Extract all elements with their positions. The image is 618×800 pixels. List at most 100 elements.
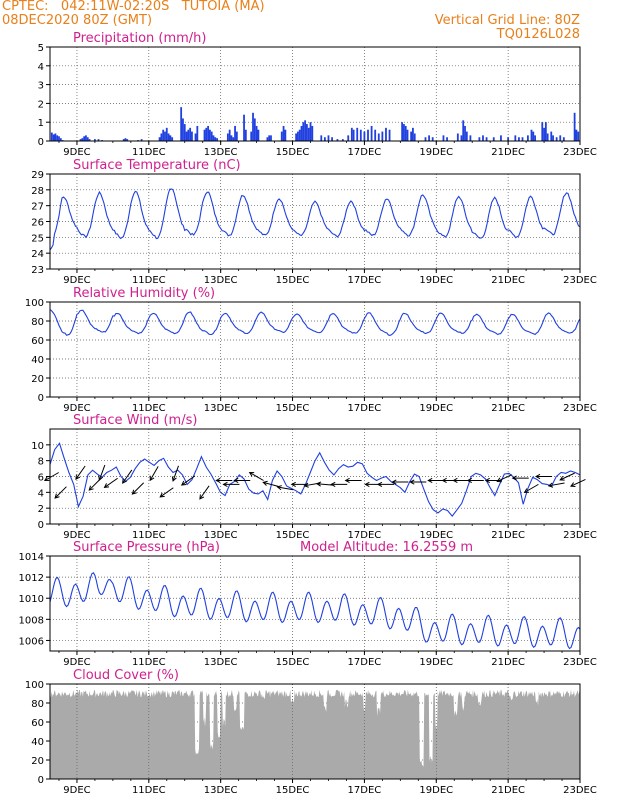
precip-bar bbox=[235, 131, 238, 141]
pres-xtick-label: 17DEC bbox=[348, 657, 382, 668]
wind-ytick-label: 0 bbox=[38, 520, 44, 531]
precip-ytick-label: 3 bbox=[38, 81, 44, 92]
run-date: 08DEC2020 80Z (GMT) bbox=[2, 13, 153, 28]
precip-bar bbox=[341, 139, 344, 141]
precip-bar bbox=[187, 129, 190, 141]
precip-bar bbox=[424, 137, 427, 141]
wind-arrow-shaft bbox=[316, 483, 333, 486]
precip-bar bbox=[180, 107, 183, 141]
precip-bar bbox=[331, 137, 333, 141]
wind-arrow-shaft bbox=[559, 472, 575, 481]
wind-arrow-head bbox=[427, 477, 433, 484]
precip-bar bbox=[356, 127, 359, 141]
pres-xtick-label: 9DEC bbox=[63, 657, 90, 668]
precip-bar bbox=[59, 138, 62, 141]
cloud-xtick-label: 17DEC bbox=[348, 785, 382, 796]
precip-bar bbox=[406, 129, 409, 141]
precip-bar bbox=[323, 137, 326, 141]
wind-arrow-head bbox=[180, 480, 187, 486]
rh-ytick-label: 20 bbox=[31, 374, 44, 385]
precip-bar bbox=[403, 124, 405, 141]
wind-arrow-head bbox=[131, 489, 137, 495]
cloud-xtick-label: 15DEC bbox=[276, 785, 310, 796]
cloud-ytick-label: 60 bbox=[31, 718, 44, 729]
temp-xtick-label: 9DEC bbox=[63, 275, 90, 286]
precip-bar bbox=[442, 135, 445, 141]
temp-xtick-label: 11DEC bbox=[132, 275, 166, 286]
precip-bar bbox=[167, 133, 170, 141]
temp-xtick-label: 21DEC bbox=[491, 275, 525, 286]
cloud-ytick-label: 20 bbox=[31, 756, 44, 767]
wind-arrow-head bbox=[315, 481, 322, 487]
wind-arrow-head bbox=[535, 473, 541, 480]
wind-arrow-head bbox=[159, 492, 165, 498]
precip-bar bbox=[363, 131, 366, 141]
precip-bar bbox=[205, 127, 208, 141]
precip-bar bbox=[446, 137, 448, 141]
precip-bar bbox=[410, 131, 413, 141]
precip-bar bbox=[546, 133, 549, 141]
precip-bar bbox=[83, 136, 86, 141]
wind-arrow-head bbox=[215, 477, 221, 484]
wind-arrow-head bbox=[364, 481, 370, 488]
precip-bar bbox=[158, 137, 161, 141]
precip-bar bbox=[297, 131, 299, 141]
precip-bar bbox=[216, 138, 218, 141]
rh-xtick-label: 23DEC bbox=[563, 403, 597, 414]
precip-ytick-label: 2 bbox=[38, 99, 44, 110]
cloud-xtick-label: 13DEC bbox=[204, 785, 238, 796]
precip-bar bbox=[521, 137, 524, 141]
wind-arrow-head bbox=[376, 481, 383, 488]
wind-arrow-head bbox=[43, 476, 50, 482]
wind-arrow-shaft bbox=[98, 464, 106, 481]
precip-bar bbox=[210, 131, 213, 141]
precip-bar bbox=[86, 137, 89, 141]
rh-xtick-label: 17DEC bbox=[348, 403, 382, 414]
wind-arrow-head bbox=[290, 481, 296, 488]
wind-arrow-head bbox=[330, 481, 336, 488]
precip-bar bbox=[485, 137, 488, 141]
wind-arrow-head bbox=[547, 482, 554, 488]
wind-arrow-head bbox=[523, 488, 530, 493]
cloud-title: Cloud Cover (%) bbox=[73, 668, 179, 683]
pres-ytick-label: 1012 bbox=[19, 573, 44, 584]
wind-arrow-head bbox=[88, 485, 94, 491]
wind-arrow-shaft bbox=[548, 482, 565, 487]
wind-arrow-head bbox=[559, 475, 565, 481]
precip-bar bbox=[492, 137, 495, 141]
pres-line bbox=[49, 572, 581, 650]
wind-arrow-shaft bbox=[75, 465, 86, 480]
precip-bar bbox=[255, 125, 258, 141]
precip-xtick-label: 19DEC bbox=[419, 147, 453, 158]
wind-arrow-head bbox=[199, 494, 205, 500]
precip-bar bbox=[464, 125, 466, 141]
precip-bar bbox=[577, 131, 580, 141]
model-altitude: Model Altitude: 16.2559 m bbox=[300, 540, 473, 555]
precip-ytick-label: 5 bbox=[38, 43, 44, 54]
wind-arrow-head bbox=[103, 483, 110, 489]
precip-frame bbox=[49, 46, 581, 142]
station-header: CPTEC: 042:11W-02:20S TUTOIA (MA) bbox=[2, 0, 265, 14]
wind-ytick-label: 8 bbox=[38, 457, 44, 468]
precip-xtick-label: 9DEC bbox=[63, 147, 90, 158]
rh-frame bbox=[49, 301, 581, 398]
precip-bar bbox=[544, 122, 547, 141]
precip-xtick-label: 15DEC bbox=[276, 147, 310, 158]
precip-bar bbox=[550, 131, 553, 141]
precip-bar bbox=[194, 133, 197, 141]
rh-ytick-label: 100 bbox=[25, 298, 44, 309]
temp-xtick-label: 13DEC bbox=[204, 275, 238, 286]
wind-arrow-head bbox=[222, 481, 228, 488]
precip-bar bbox=[300, 125, 303, 141]
precip-xtick-label: 11DEC bbox=[132, 147, 166, 158]
precip-bar bbox=[518, 137, 520, 141]
cloud-ytick-label: 40 bbox=[31, 737, 44, 748]
wind-arrow-head bbox=[303, 482, 309, 488]
temp-xtick-label: 19DEC bbox=[419, 275, 453, 286]
wind-arrow-head bbox=[484, 477, 490, 484]
precip-bar bbox=[336, 139, 339, 141]
precip-bar bbox=[165, 127, 168, 141]
wind-arrow-head bbox=[570, 482, 576, 487]
precip-bar bbox=[50, 132, 53, 141]
